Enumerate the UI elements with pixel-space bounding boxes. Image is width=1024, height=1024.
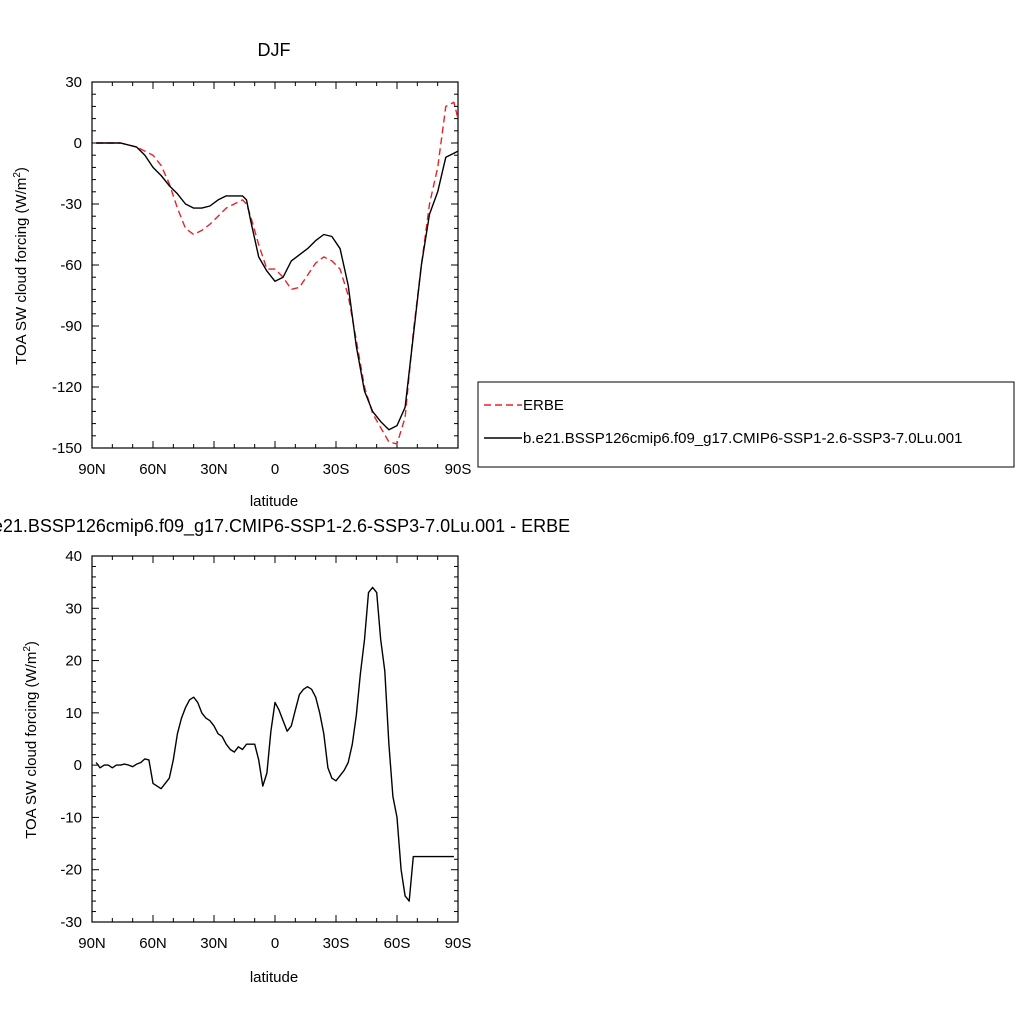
x-tick-label: 30S [323,935,350,952]
y-tick-label: 40 [65,548,82,565]
y-tick-label: 10 [65,705,82,722]
x-tick-label: 30N [200,935,228,952]
plot-frame [91,555,459,923]
y-tick-label: -120 [52,379,82,396]
series-line-model [95,586,454,902]
y-tick-label: 30 [65,600,82,617]
x-axis-label: latitude [250,493,298,510]
plot-frame [91,81,459,449]
legend-label: ERBE [523,397,564,414]
x-tick-label: 90N [78,461,106,478]
axes: 90N 60N 30N 0 30S 60S 90S 40 30 20 10 0 -10 -20 -30 [60,548,471,952]
x-tick-label: 0 [271,461,279,478]
y-tick-label: -10 [60,809,82,826]
x-axis-label: latitude [250,969,298,986]
y-tick-label: -90 [60,318,82,335]
series-line-model [96,142,459,431]
x-tick-label: 90S [445,935,472,952]
series-group [95,586,454,902]
y-axis-label: TOA SW cloud forcing (W/m2) [12,167,30,365]
y-tick-label: 20 [65,653,82,670]
y-tick-label: -20 [60,862,82,879]
y-tick-label: -60 [60,257,82,274]
y-tick-label: 0 [74,757,82,774]
x-tick-label: 60S [384,461,411,478]
y-axis-label: TOA SW cloud forcing (W/m2) [22,641,40,839]
chart-panel-djf: DJF 90N 60N 30N 0 30S 60S 90S 30 0 -30 -60 -90 -120 -… [12,40,471,510]
y-tick-label: 30 [65,74,82,91]
series-line-erbe [96,101,459,445]
x-tick-label: 90S [445,461,472,478]
legend-box [477,381,1015,468]
chart-panel-difference: b.e21.BSSP126cmip6.f09_g17.CMIP6-SSP1-2.… [0,516,570,986]
series-group [96,101,459,445]
y-tick-label: -30 [60,914,82,931]
x-tick-label: 0 [271,935,279,952]
x-tick-label: 60N [139,461,167,478]
chart-title: b.e21.BSSP126cmip6.f09_g17.CMIP6-SSP1-2.… [0,516,570,537]
y-tick-label: 0 [74,135,82,152]
y-tick-label: -30 [60,196,82,213]
legend: ERBE b.e21.BSSP126cmip6.f09_g17.CMIP6-SSP… [477,381,1015,468]
y-tick-label: -150 [52,440,82,457]
x-tick-label: 90N [78,935,106,952]
x-tick-label: 60N [139,935,167,952]
x-tick-label: 30N [200,461,228,478]
x-tick-label: 30S [323,461,350,478]
x-tick-label: 60S [384,935,411,952]
axes: 90N 60N 30N 0 30S 60S 90S 30 0 -30 -60 -90 -120 -150 [52,74,471,478]
legend-label: b.e21.BSSP126cmip6.f09_g17.CMIP6-SSP1-2.… [523,430,962,447]
chart-title: DJF [258,40,291,60]
